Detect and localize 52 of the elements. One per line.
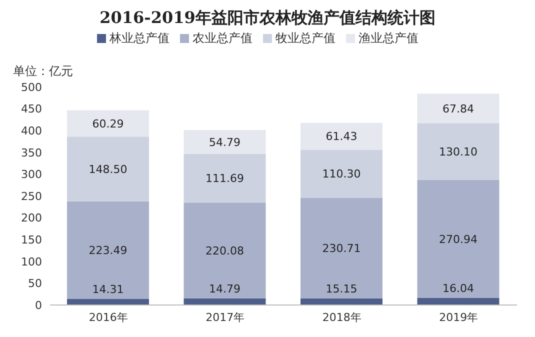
y-tick-label: 150: [21, 234, 42, 247]
bar: [300, 150, 382, 198]
data-label: 15.15: [326, 282, 358, 296]
data-label: 223.49: [88, 244, 128, 257]
x-tick-label: 2018年: [322, 310, 362, 324]
bar: [417, 298, 500, 305]
y-tick-label: 350: [21, 146, 42, 160]
data-label: 67.84: [442, 102, 474, 116]
bar: [417, 123, 500, 180]
legend-label: 农业总产值: [192, 31, 252, 45]
bar: [300, 198, 382, 298]
y-tick-label: 450: [21, 102, 42, 116]
bar: [417, 180, 500, 298]
data-label: 111.69: [206, 172, 244, 186]
y-tick-label: 400: [21, 124, 42, 138]
data-label: 16.04: [442, 282, 474, 296]
data-label: 14.79: [209, 282, 240, 296]
data-label: 220.08: [206, 244, 244, 258]
y-tick-label: 50: [28, 277, 42, 290]
x-tick-label: 2019年: [439, 310, 478, 324]
data-label: 61.43: [326, 130, 358, 144]
bar: [300, 298, 382, 305]
bar: [184, 202, 266, 299]
data-label: 110.30: [322, 168, 361, 181]
bar: [184, 130, 266, 154]
data-label: 230.71: [322, 242, 361, 256]
bar: [67, 136, 149, 202]
y-tick-label: 300: [21, 168, 42, 182]
data-label: 14.31: [92, 282, 124, 296]
chart-title: 2016-2019年益阳市农林牧渔产值结构统计图: [98, 8, 436, 29]
bar: [67, 110, 149, 137]
bar: [184, 154, 266, 203]
legend-label: 渔业总产值: [358, 31, 418, 45]
bar: [67, 201, 149, 299]
data-label: 130.10: [439, 145, 478, 158]
bar: [300, 122, 382, 150]
bar: [417, 94, 500, 124]
y-tick-label: 200: [21, 212, 42, 225]
data-label: 148.50: [88, 162, 128, 176]
legend-label: 林业总产值: [110, 31, 170, 45]
y-tick-label: 250: [21, 190, 42, 203]
data-label: 270.94: [439, 232, 478, 246]
data-label: 54.79: [209, 136, 240, 149]
data-label: 60.29: [92, 117, 124, 130]
y-tick-label: 500: [21, 80, 42, 94]
y-tick-label: 0: [35, 298, 42, 312]
y-tick-label: 100: [21, 255, 42, 268]
x-tick-label: 2017年: [206, 310, 245, 324]
x-tick-label: 2016年: [88, 310, 128, 324]
bar: [184, 298, 266, 305]
legend-label: 牧业总产值: [276, 31, 336, 45]
y-axis-title: 单位：亿元: [13, 64, 73, 78]
